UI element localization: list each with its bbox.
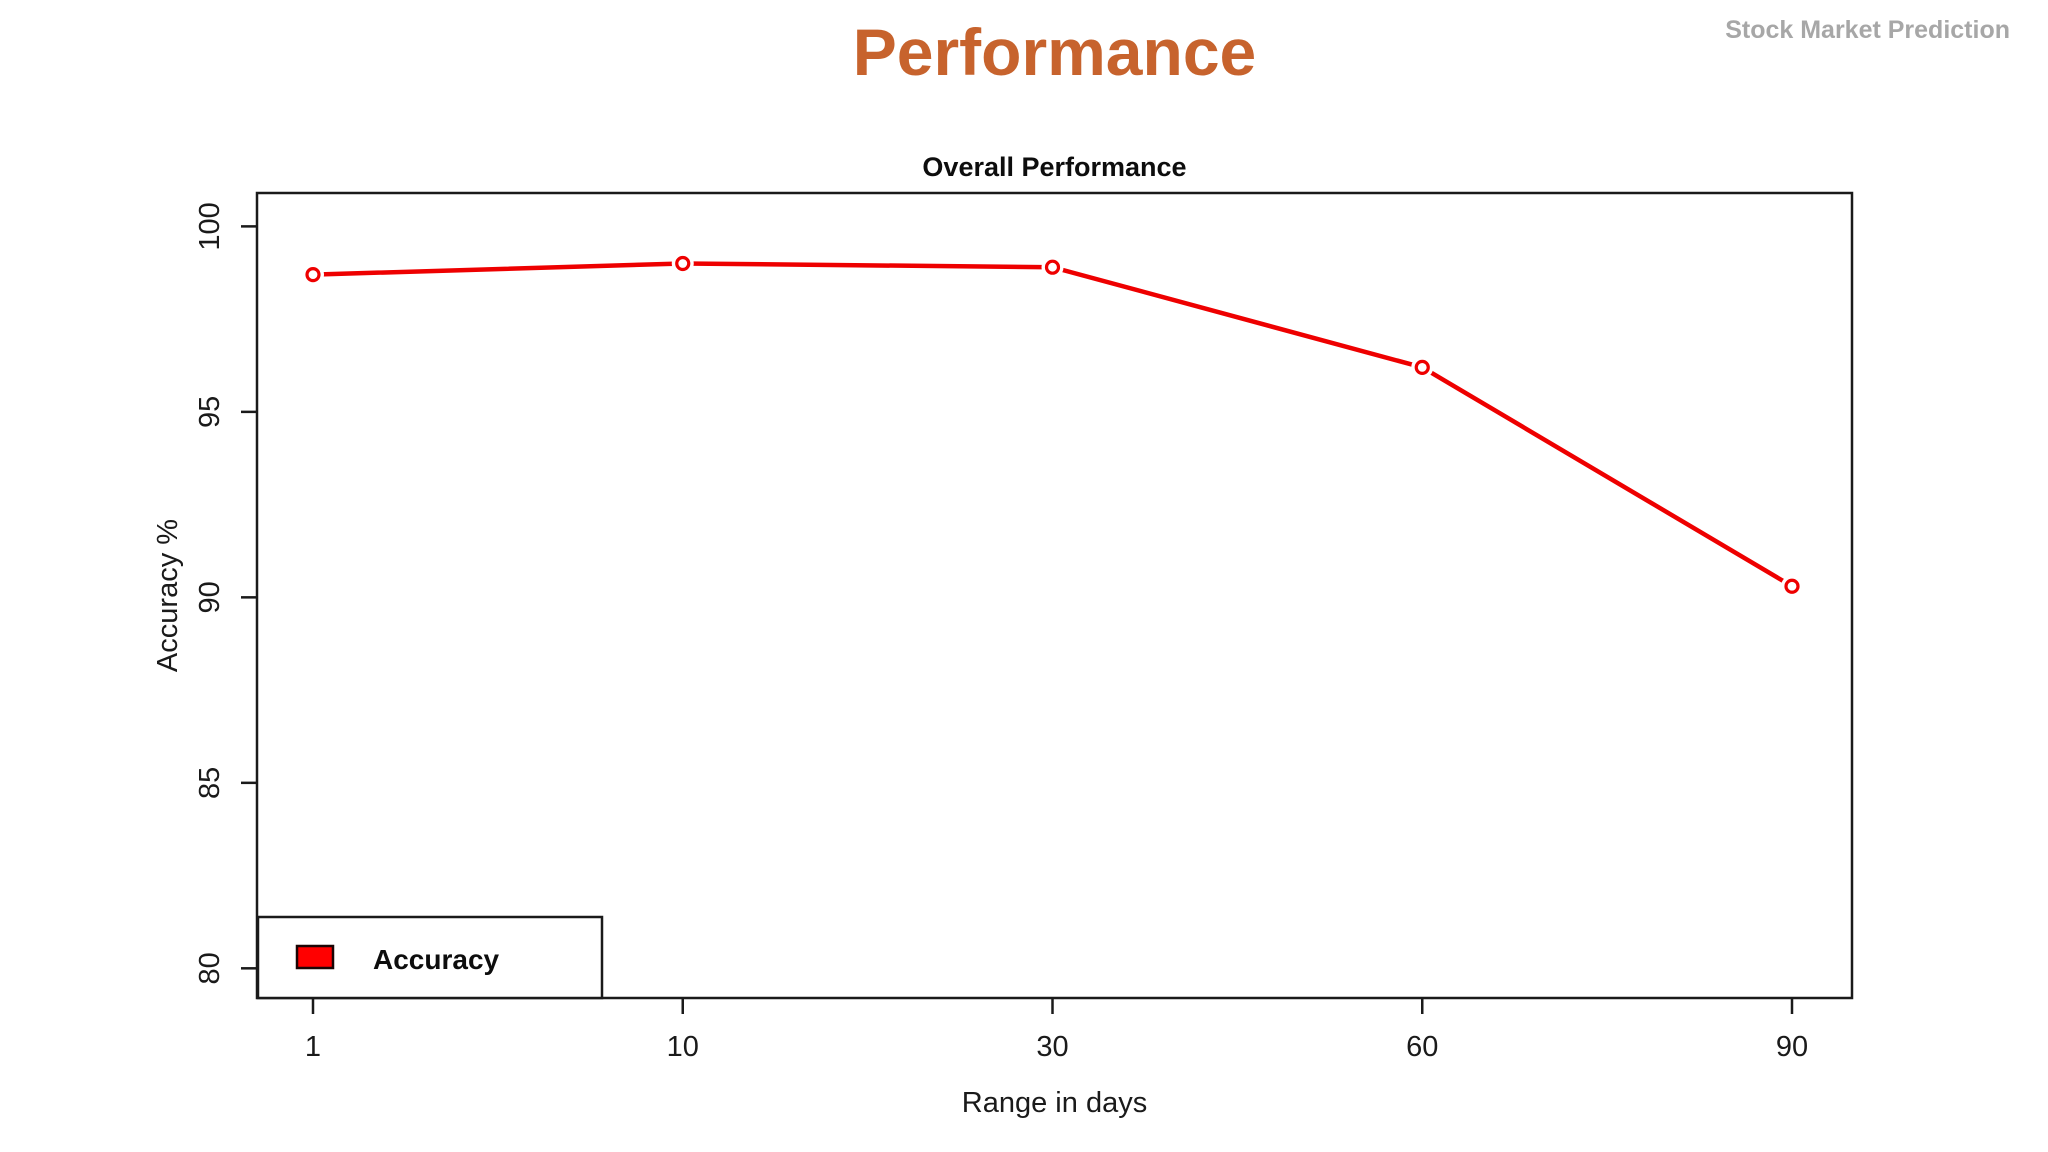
data-point-marker bbox=[1784, 578, 1800, 594]
data-point-marker bbox=[675, 255, 691, 272]
data-point-marker bbox=[305, 267, 321, 283]
y-tick-label: 90 bbox=[194, 581, 226, 613]
legend-swatch bbox=[295, 944, 335, 970]
x-tick-label: 1 bbox=[305, 1031, 321, 1063]
watermark-text: Stock Market Prediction bbox=[1725, 16, 2010, 44]
y-tick-label: 100 bbox=[194, 202, 226, 250]
x-axis-label: Range in days bbox=[962, 1087, 1147, 1119]
x-tick-label: 60 bbox=[1406, 1031, 1438, 1063]
y-tick-label: 80 bbox=[194, 952, 226, 984]
chart-title: Overall Performance bbox=[922, 152, 1187, 182]
page-title: Performance bbox=[852, 15, 1257, 89]
y-axis-label: Accuracy % bbox=[152, 519, 184, 672]
legend-label: Accuracy bbox=[373, 944, 500, 975]
y-tick-label: 85 bbox=[194, 767, 226, 799]
plot-border bbox=[255, 191, 1854, 1000]
data-point-marker bbox=[1414, 359, 1430, 375]
x-tick-label: 10 bbox=[667, 1031, 699, 1063]
y-tick-label: 95 bbox=[194, 396, 226, 428]
x-tick-label: 90 bbox=[1776, 1031, 1808, 1063]
x-tick-label: 30 bbox=[1036, 1031, 1068, 1063]
data-point-marker bbox=[1044, 259, 1061, 275]
